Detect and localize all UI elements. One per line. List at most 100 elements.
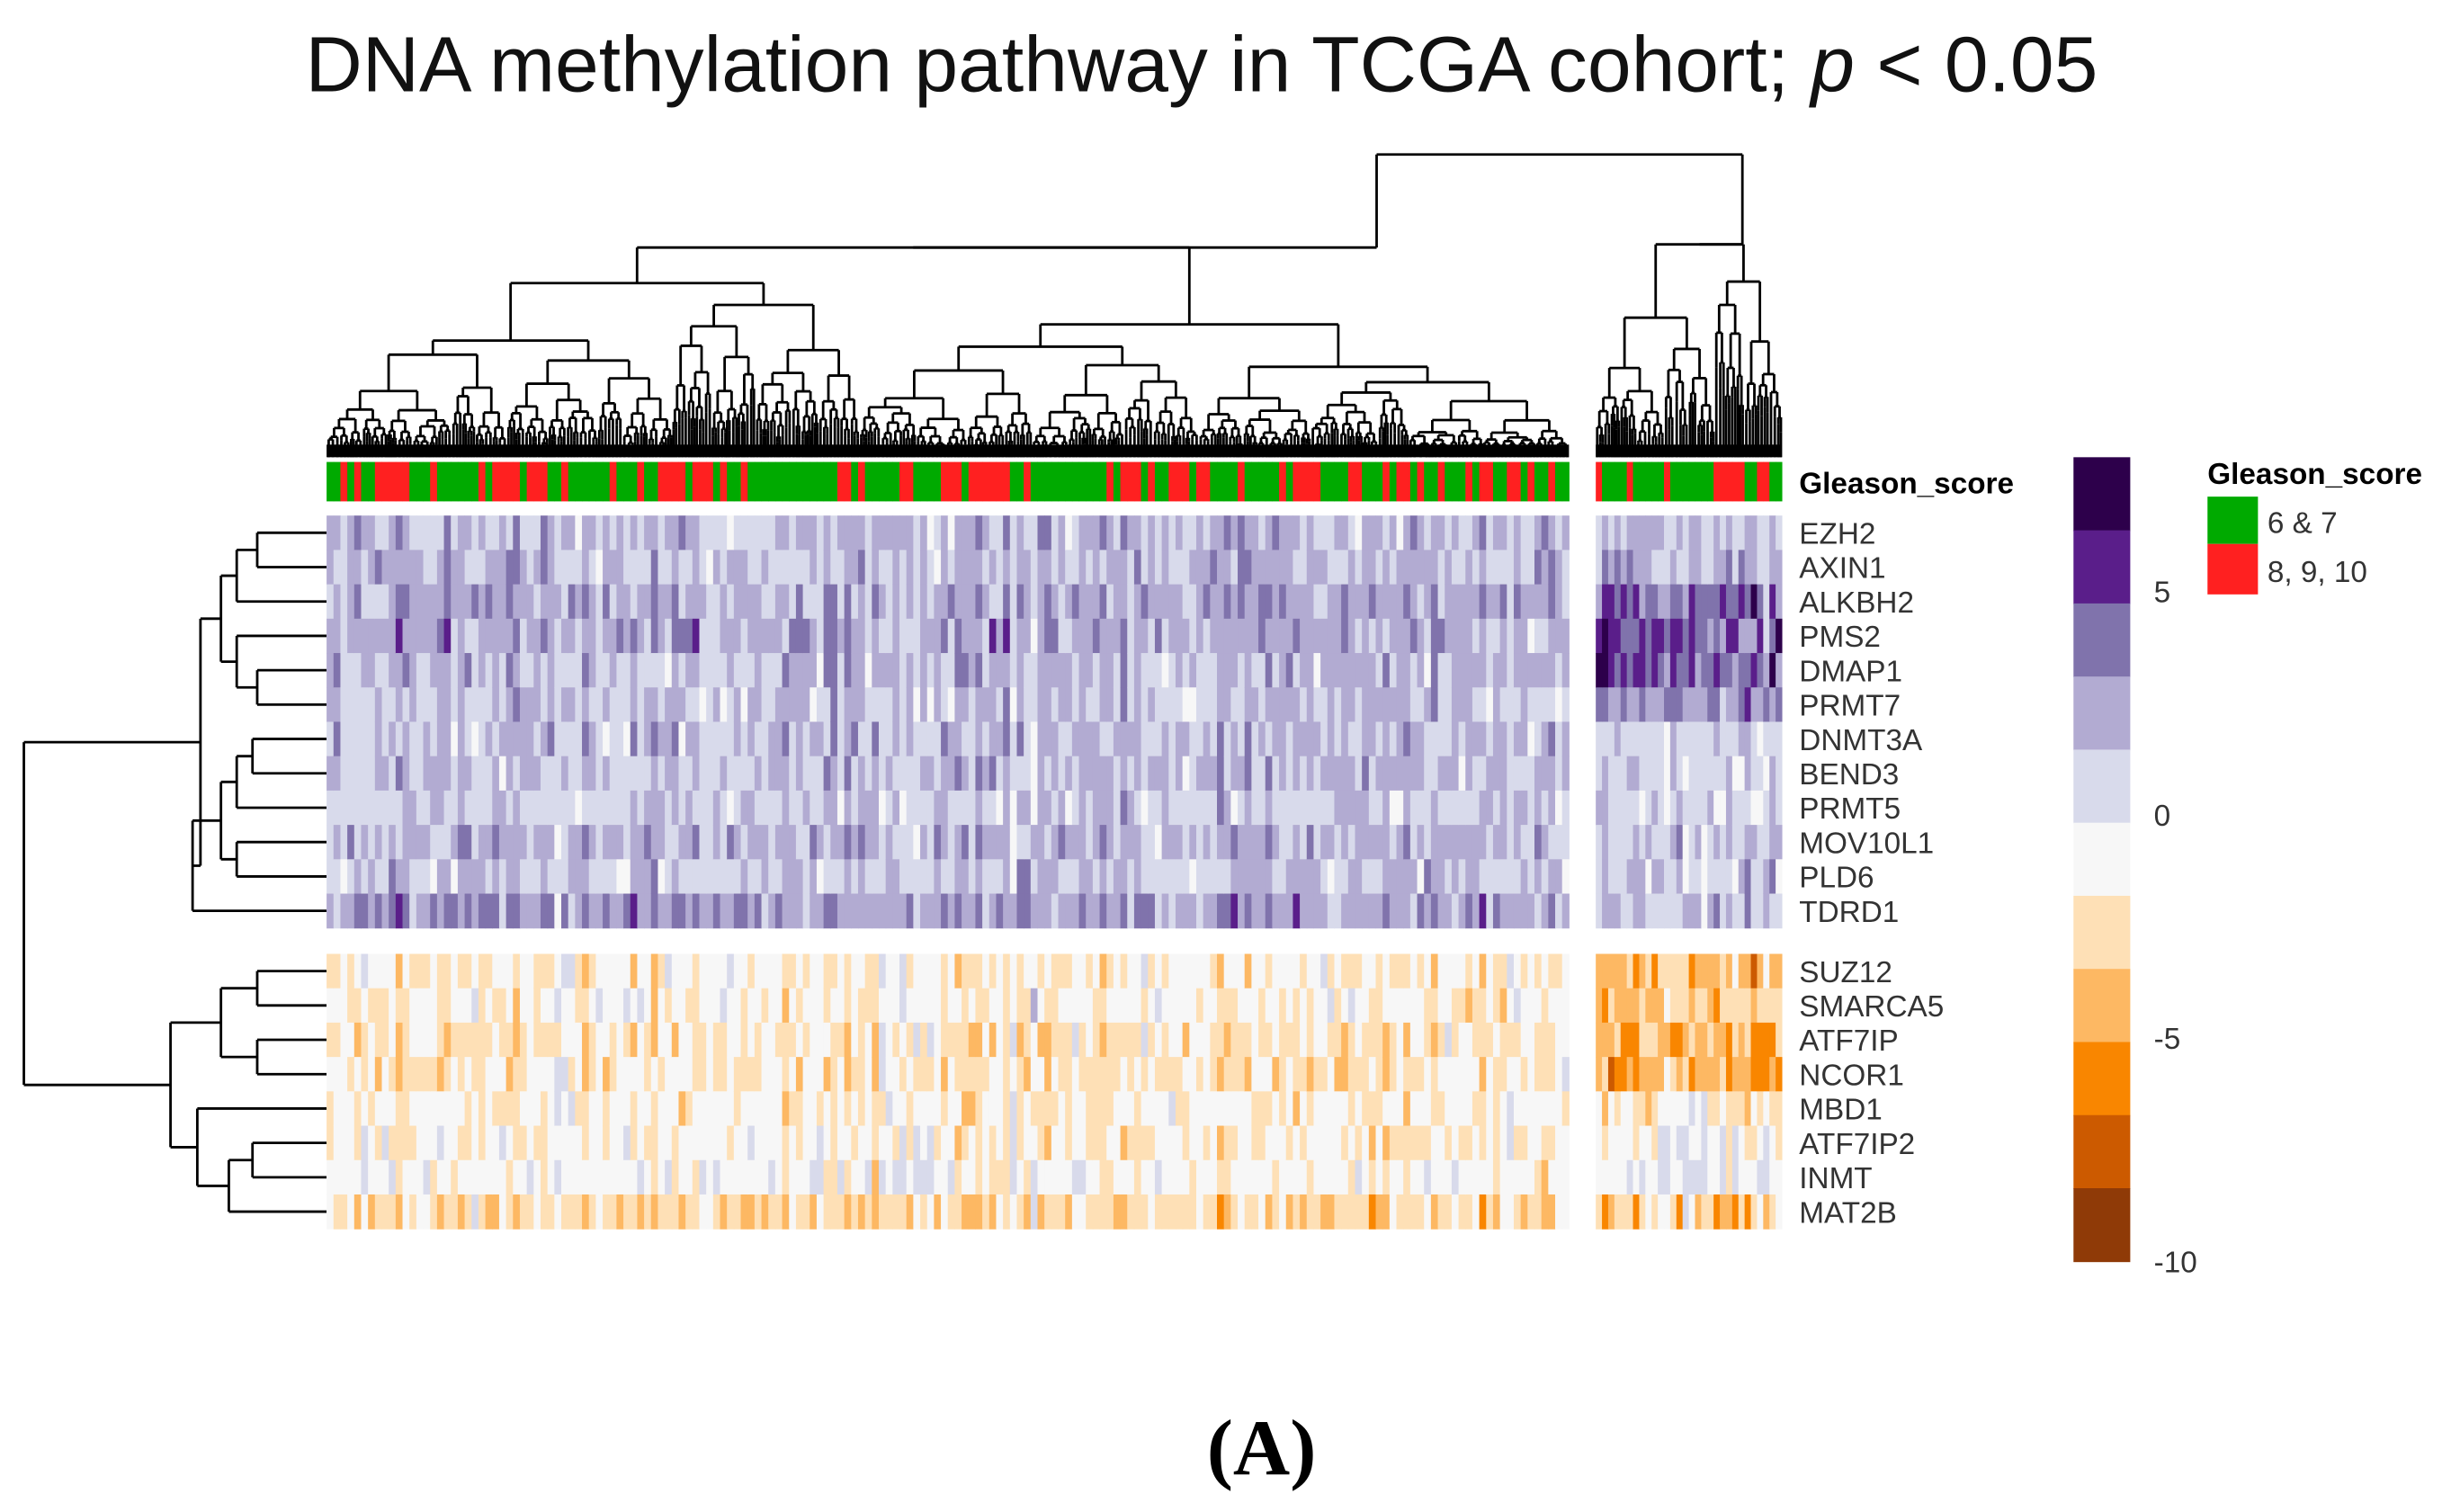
heatmap-cell [1065,1091,1073,1127]
heatmap-cell [747,790,756,826]
heatmap-cell [968,893,976,929]
heatmap-cell [623,1022,631,1058]
heatmap-cell [789,953,797,989]
heatmap-cell [451,1159,459,1195]
heatmap-cell [802,584,810,620]
heatmap-cell [637,988,645,1024]
heatmap-cell [996,1057,1004,1092]
heatmap-cell [1189,653,1197,688]
heatmap-cell [368,893,376,929]
heatmap-cell [1058,721,1066,757]
annotation-cell [830,461,838,502]
heatmap-cell [1244,515,1252,550]
heatmap-cell [836,859,845,895]
heatmap-cell [1051,584,1060,620]
heatmap-cell [1327,893,1335,929]
annotation-cell [1099,461,1107,502]
heatmap-cell [1148,825,1156,860]
heatmap-cell [830,988,838,1024]
heatmap-cell [1182,721,1190,757]
heatmap-cell [720,1091,728,1127]
heatmap-cell [782,1159,790,1195]
annotation-cell [1534,461,1543,502]
heatmap-cell [540,859,549,895]
heatmap-cell [1258,653,1266,688]
annotation-cell [988,461,997,502]
heatmap-cell [1265,687,1273,722]
heatmap-cell [754,825,763,860]
heatmap-cell [561,515,569,550]
annotation-cell [1058,461,1066,502]
heatmap-cell [526,988,534,1024]
heatmap-cell [1086,1022,1094,1058]
heatmap-cell [665,1057,673,1092]
heatmap-cell [1203,1091,1211,1127]
heatmap-cell [706,825,714,860]
heatmap-cell [941,1159,949,1195]
heatmap-cell [1161,893,1169,929]
heatmap-cell [395,1125,404,1161]
heatmap-cell [789,1057,797,1092]
heatmap-cell [892,721,900,757]
heatmap-cell [630,893,638,929]
heatmap-cell [423,1125,431,1161]
heatmap-cell [1244,1057,1252,1092]
heatmap-cell [962,515,970,550]
annotation-cell [443,461,452,502]
heatmap-cell [906,859,914,895]
heatmap-cell [1258,550,1266,586]
heatmap-cell [402,1057,410,1092]
heatmap-cell [864,953,872,989]
heatmap-cell [443,893,452,929]
heatmap-cell [582,550,590,586]
heatmap-cell [1133,550,1142,586]
heatmap-cell [795,1022,804,1058]
heatmap-cell [879,721,887,757]
heatmap-cell [657,1125,666,1161]
heatmap-cell [879,953,887,989]
heatmap-cell [353,893,362,929]
heatmap-cell [1258,988,1266,1024]
annotation-cell [1451,461,1460,502]
heatmap-cell [637,859,645,895]
heatmap-cell [430,825,438,860]
heatmap-cell [671,550,679,586]
heatmap-cell [609,550,617,586]
heatmap-cell [1238,859,1246,895]
heatmap-cell [554,515,562,550]
heatmap-cell [588,550,596,586]
heatmap-cell [430,687,438,722]
heatmap-cell [665,790,673,826]
heatmap-cell [451,1194,459,1230]
heatmap-cell [1148,584,1156,620]
heatmap-cell [1189,1125,1197,1161]
heatmap-cell [795,893,804,929]
heatmap-cell [823,953,831,989]
heatmap-cell [1251,653,1259,688]
heatmap-cell [1306,1057,1314,1092]
heatmap-cell [699,756,707,792]
heatmap-cell [395,515,404,550]
heatmap-cell [1285,584,1293,620]
heatmap-cell [727,584,735,620]
heatmap-cell [609,1159,617,1195]
heatmap-cell [1154,584,1163,620]
heatmap-cell [1078,584,1087,620]
heatmap-cell [706,721,714,757]
heatmap-cell [1168,687,1176,722]
heatmap-cell [533,721,541,757]
heatmap-cell [879,618,887,654]
heatmap-cell [1024,825,1032,860]
heatmap-cell [988,859,997,895]
heatmap-cell [1182,1057,1190,1092]
heatmap-cell [1300,1125,1308,1161]
annotation-cell [1409,461,1418,502]
heatmap-cell [913,1125,921,1161]
heatmap-cell [1175,988,1184,1024]
heatmap-cell [1210,756,1218,792]
heatmap-cell [665,988,673,1024]
heatmap-cell [540,988,549,1024]
heatmap-cell [347,721,355,757]
heatmap-cell [768,859,776,895]
heatmap-cell [1086,893,1094,929]
